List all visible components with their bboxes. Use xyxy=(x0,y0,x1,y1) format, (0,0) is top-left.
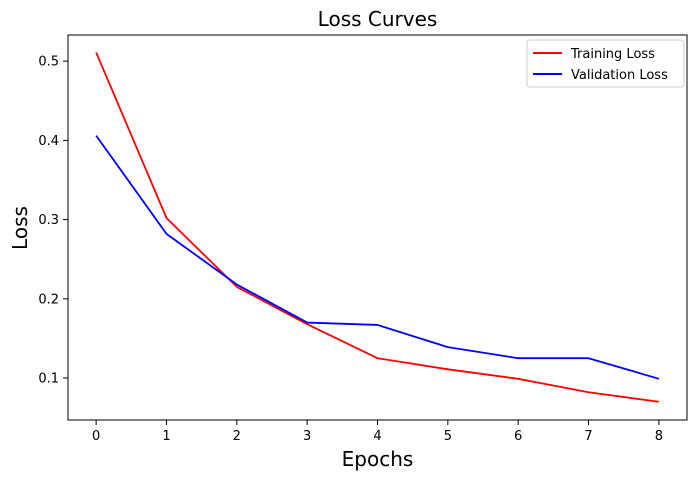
y-tick-label: 0.3 xyxy=(38,213,59,228)
y-tick-label: 0.4 xyxy=(38,134,59,149)
x-tick-label: 1 xyxy=(162,429,170,444)
x-tick-label: 8 xyxy=(655,429,663,444)
x-tick-label: 5 xyxy=(444,429,452,444)
y-tick-label: 0.5 xyxy=(38,55,59,70)
y-tick-label: 0.1 xyxy=(38,372,59,387)
x-tick-label: 4 xyxy=(373,429,381,444)
legend-label-training-loss: Training Loss xyxy=(570,47,655,62)
legend: Training Loss Validation Loss xyxy=(526,39,685,88)
x-tick-label: 7 xyxy=(584,429,592,444)
legend-label-validation-loss: Validation Loss xyxy=(571,68,668,83)
chart-title: Loss Curves xyxy=(318,7,438,31)
training-loss-line xyxy=(95,52,659,403)
plot-lines xyxy=(95,52,660,403)
x-tick-label: 6 xyxy=(514,429,522,444)
y-tick-label: 0.2 xyxy=(38,292,59,307)
y-axis-ticks: 0.1 0.2 0.3 0.4 0.5 xyxy=(38,55,68,387)
x-axis-label: Epochs xyxy=(342,447,414,471)
x-tick-label: 2 xyxy=(233,429,241,444)
validation-loss-line xyxy=(95,135,660,380)
x-axis-ticks: 0 1 2 3 4 5 6 7 8 xyxy=(92,420,663,444)
x-tick-label: 0 xyxy=(92,429,100,444)
y-axis-label: Loss xyxy=(8,206,32,250)
x-tick-label: 3 xyxy=(303,429,311,444)
legend-box xyxy=(526,39,685,88)
